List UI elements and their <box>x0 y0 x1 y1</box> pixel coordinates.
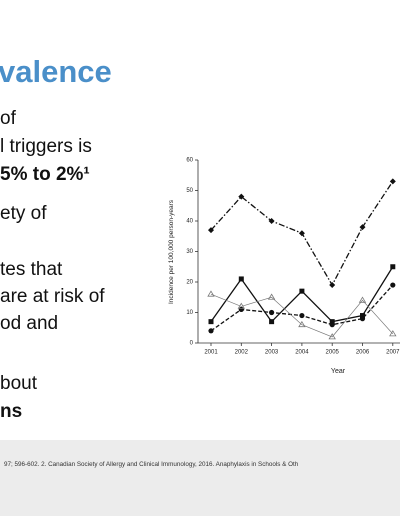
marker <box>238 276 244 282</box>
marker <box>267 293 276 300</box>
bullet-text: ns <box>0 401 22 422</box>
marker <box>208 328 214 334</box>
slide-title: valence <box>0 54 112 89</box>
y-tick-label: 50 <box>186 188 193 194</box>
x-tick-label: 2004 <box>295 350 309 356</box>
bullet-text: of <box>0 108 17 129</box>
y-tick-label: 30 <box>186 249 193 255</box>
marker <box>298 230 305 237</box>
y-tick-label: 40 <box>186 219 193 225</box>
marker <box>389 330 397 337</box>
marker <box>328 333 336 340</box>
marker <box>299 312 305 319</box>
marker <box>238 306 244 313</box>
marker <box>268 218 275 224</box>
marker <box>390 282 396 288</box>
y-tick-label: 10 <box>186 310 193 316</box>
marker <box>207 290 215 297</box>
bullet-text: bout <box>0 373 38 394</box>
x-tick-label: 2001 <box>204 350 218 356</box>
footer-text: 97; 596-602. 2. Canadian Society of Alle… <box>4 461 299 468</box>
marker <box>358 296 367 303</box>
marker <box>359 316 366 322</box>
y-tick-label: 60 <box>186 158 193 164</box>
y-tick-label: 20 <box>186 280 193 286</box>
marker <box>389 178 396 185</box>
marker <box>390 264 396 270</box>
marker <box>329 282 336 289</box>
marker <box>299 288 305 294</box>
marker <box>208 227 214 234</box>
bullet-text: ety of <box>0 203 47 224</box>
marker <box>269 309 275 316</box>
y-axis-label: Incidence per 100,000 person-years <box>168 199 175 304</box>
marker <box>298 320 306 328</box>
marker <box>359 224 366 231</box>
bullet-text: tes that <box>0 259 63 280</box>
x-tick-label: 2007 <box>386 350 400 356</box>
marker <box>237 302 246 309</box>
bullet-text: are at risk of <box>0 286 105 307</box>
x-tick-label: 2006 <box>356 350 370 356</box>
marker <box>208 319 214 325</box>
bullet-text: l triggers is <box>0 136 92 157</box>
x-tick-label: 2005 <box>326 350 340 356</box>
marker <box>329 319 335 325</box>
marker <box>238 193 245 200</box>
bullet-text: 5% to 2%¹ <box>0 164 90 185</box>
x-tick-label: 2002 <box>235 350 249 356</box>
series-line <box>210 293 394 338</box>
bullet-text: od and <box>0 313 58 334</box>
marker <box>269 319 275 325</box>
footer-band <box>0 440 400 516</box>
marker <box>360 313 365 319</box>
y-tick-label: 0 <box>190 341 194 347</box>
marker <box>329 322 335 328</box>
x-tick-label: 2003 <box>265 350 279 356</box>
x-axis-label: Year <box>331 368 346 375</box>
